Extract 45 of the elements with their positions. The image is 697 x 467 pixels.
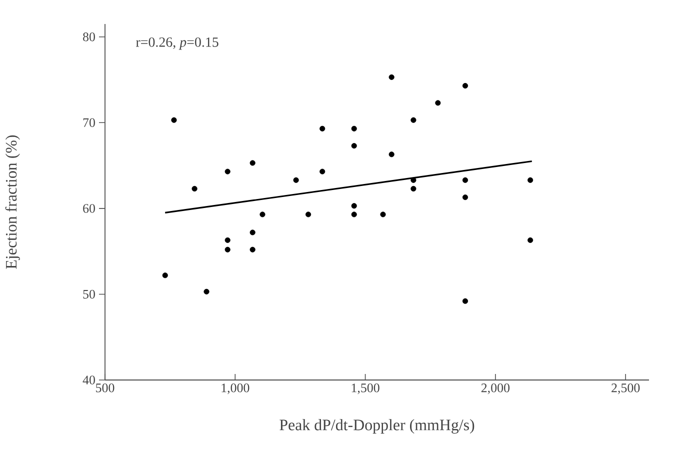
point [192,186,198,192]
point [462,177,468,183]
point [410,186,416,192]
point [204,288,210,294]
point [320,126,326,132]
x-tick-label: 2,500 [612,384,640,394]
point [410,117,416,123]
y-axis-title: Ejection fraction (%) [5,135,20,269]
point [250,160,256,166]
point [462,82,468,89]
point [171,117,177,123]
point [528,177,534,183]
y-tick-label: 60 [83,204,95,213]
point [388,152,394,158]
point [462,194,468,200]
annotation: r=0.26, p=0.15 [136,37,218,50]
point [435,100,441,106]
point [388,74,394,80]
x-tick-label: 1,000 [222,384,250,394]
point [260,212,266,218]
point [224,246,230,252]
point [528,237,534,243]
y-tick-label: 80 [83,32,95,42]
point [462,298,468,304]
point [380,212,386,218]
point [351,212,357,218]
y-tick-label: 70 [83,118,95,128]
point [162,272,168,278]
x-tick-label: 2,000 [481,384,510,394]
point [250,230,256,236]
point [351,203,357,209]
point [293,177,299,183]
point [351,126,357,132]
x-tick-label: 500 [96,384,114,392]
point [410,177,416,183]
y-tick-label: 50 [83,290,95,299]
x-tick-label: 1,500 [352,384,380,394]
point [224,237,230,243]
point [305,212,312,218]
y-tick-label: 40 [82,376,95,384]
point [250,246,256,252]
point [224,168,230,174]
x-axis-title: Peak dP/dt-Doppler (mmHg/s) [280,419,474,434]
point [320,168,326,174]
point [351,143,357,149]
